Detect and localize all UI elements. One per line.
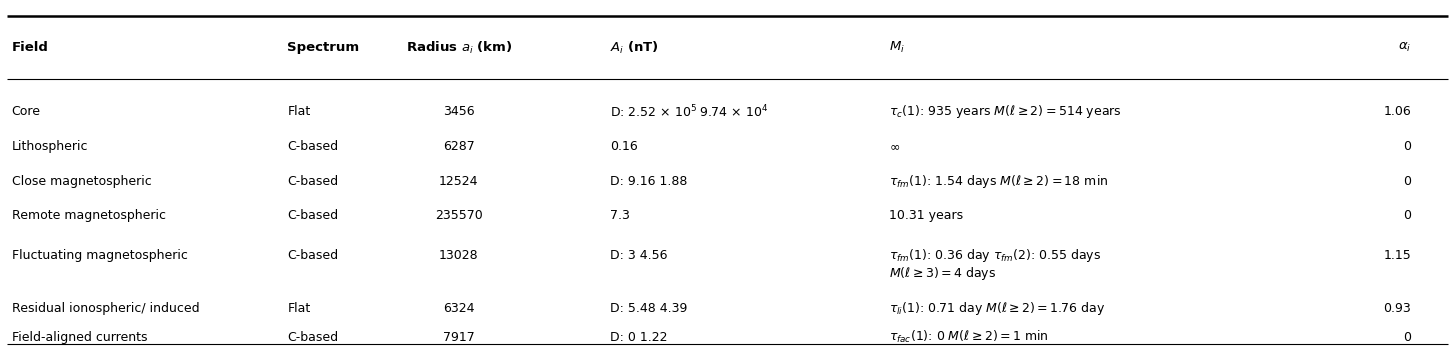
Text: D: 9.16 1.88: D: 9.16 1.88 <box>610 175 687 187</box>
Text: C-based: C-based <box>287 331 338 343</box>
Text: $A_i$ (nT): $A_i$ (nT) <box>610 40 659 56</box>
Text: 7.3: 7.3 <box>610 209 630 222</box>
Text: 6287: 6287 <box>443 140 475 153</box>
Text: $\infty$: $\infty$ <box>889 140 900 153</box>
Text: $M_i$: $M_i$ <box>889 40 905 55</box>
Text: 1.15: 1.15 <box>1384 250 1411 262</box>
Text: C-based: C-based <box>287 140 338 153</box>
Text: 0.16: 0.16 <box>610 140 637 153</box>
Text: 6324: 6324 <box>443 302 475 315</box>
Text: Radius $a_i$ (km): Radius $a_i$ (km) <box>405 40 513 56</box>
Text: Close magnetospheric: Close magnetospheric <box>12 175 151 187</box>
Text: 12524: 12524 <box>439 175 479 187</box>
Text: Residual ionospheric/ induced: Residual ionospheric/ induced <box>12 302 199 315</box>
Text: 0: 0 <box>1403 331 1411 343</box>
Text: 0: 0 <box>1403 140 1411 153</box>
Text: 1.06: 1.06 <box>1384 106 1411 118</box>
Text: 7917: 7917 <box>443 331 475 343</box>
Text: Flat: Flat <box>287 106 311 118</box>
Text: 0: 0 <box>1403 209 1411 222</box>
Text: $\tau_{fm}$(1): 0.36 day $\tau_{fm}$(2): 0.55 days: $\tau_{fm}$(1): 0.36 day $\tau_{fm}$(2):… <box>889 247 1101 264</box>
Text: Field-aligned currents: Field-aligned currents <box>12 331 147 343</box>
Text: 13028: 13028 <box>439 250 479 262</box>
Text: 3456: 3456 <box>443 106 475 118</box>
Text: $\alpha_i$: $\alpha_i$ <box>1398 41 1411 54</box>
Text: C-based: C-based <box>287 250 338 262</box>
Text: $M(\ell \geq 3) = 4$ days: $M(\ell \geq 3) = 4$ days <box>889 265 996 282</box>
Text: 0: 0 <box>1403 175 1411 187</box>
Text: Lithospheric: Lithospheric <box>12 140 89 153</box>
Text: Fluctuating magnetospheric: Fluctuating magnetospheric <box>12 250 187 262</box>
Text: D: 2.52 × 10$^5$ 9.74 × 10$^4$: D: 2.52 × 10$^5$ 9.74 × 10$^4$ <box>610 103 768 120</box>
Text: D: 5.48 4.39: D: 5.48 4.39 <box>610 302 687 315</box>
Text: D: 0 1.22: D: 0 1.22 <box>610 331 668 343</box>
Text: Remote magnetospheric: Remote magnetospheric <box>12 209 166 222</box>
Text: $\tau_{fac}$(1): 0 $M(\ell \geq 2) = 1$ min: $\tau_{fac}$(1): 0 $M(\ell \geq 2) = 1$ … <box>889 329 1048 345</box>
Text: 0.93: 0.93 <box>1384 302 1411 315</box>
Text: Field: Field <box>12 41 48 54</box>
Text: $\tau_{fm}$(1): 1.54 days $M(\ell \geq 2) = 18$ min: $\tau_{fm}$(1): 1.54 days $M(\ell \geq 2… <box>889 173 1108 190</box>
Text: 10.31 years: 10.31 years <box>889 209 963 222</box>
Text: C-based: C-based <box>287 175 338 187</box>
Text: Core: Core <box>12 106 41 118</box>
Text: $\tau_{li}$(1): 0.71 day $M(\ell \geq 2) = 1.76$ day: $\tau_{li}$(1): 0.71 day $M(\ell \geq 2)… <box>889 300 1105 317</box>
Text: C-based: C-based <box>287 209 338 222</box>
Text: $\tau_c$(1): 935 years $M(\ell \geq 2) = 514$ years: $\tau_c$(1): 935 years $M(\ell \geq 2) =… <box>889 103 1121 120</box>
Text: D: 3 4.56: D: 3 4.56 <box>610 250 668 262</box>
Text: 235570: 235570 <box>436 209 482 222</box>
Text: Flat: Flat <box>287 302 311 315</box>
Text: Spectrum: Spectrum <box>287 41 360 54</box>
